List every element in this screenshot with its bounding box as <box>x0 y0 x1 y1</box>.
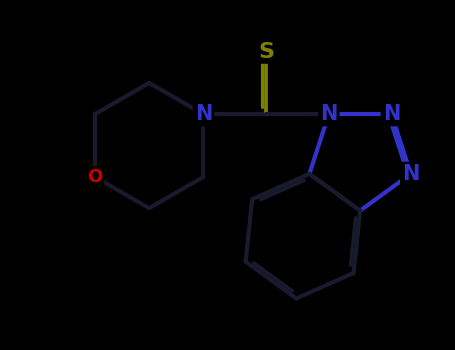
Text: N: N <box>195 104 212 124</box>
Text: N: N <box>402 164 420 184</box>
Text: N: N <box>320 104 338 124</box>
Text: S: S <box>258 42 274 62</box>
Text: N: N <box>383 104 400 124</box>
Text: O: O <box>87 168 102 186</box>
